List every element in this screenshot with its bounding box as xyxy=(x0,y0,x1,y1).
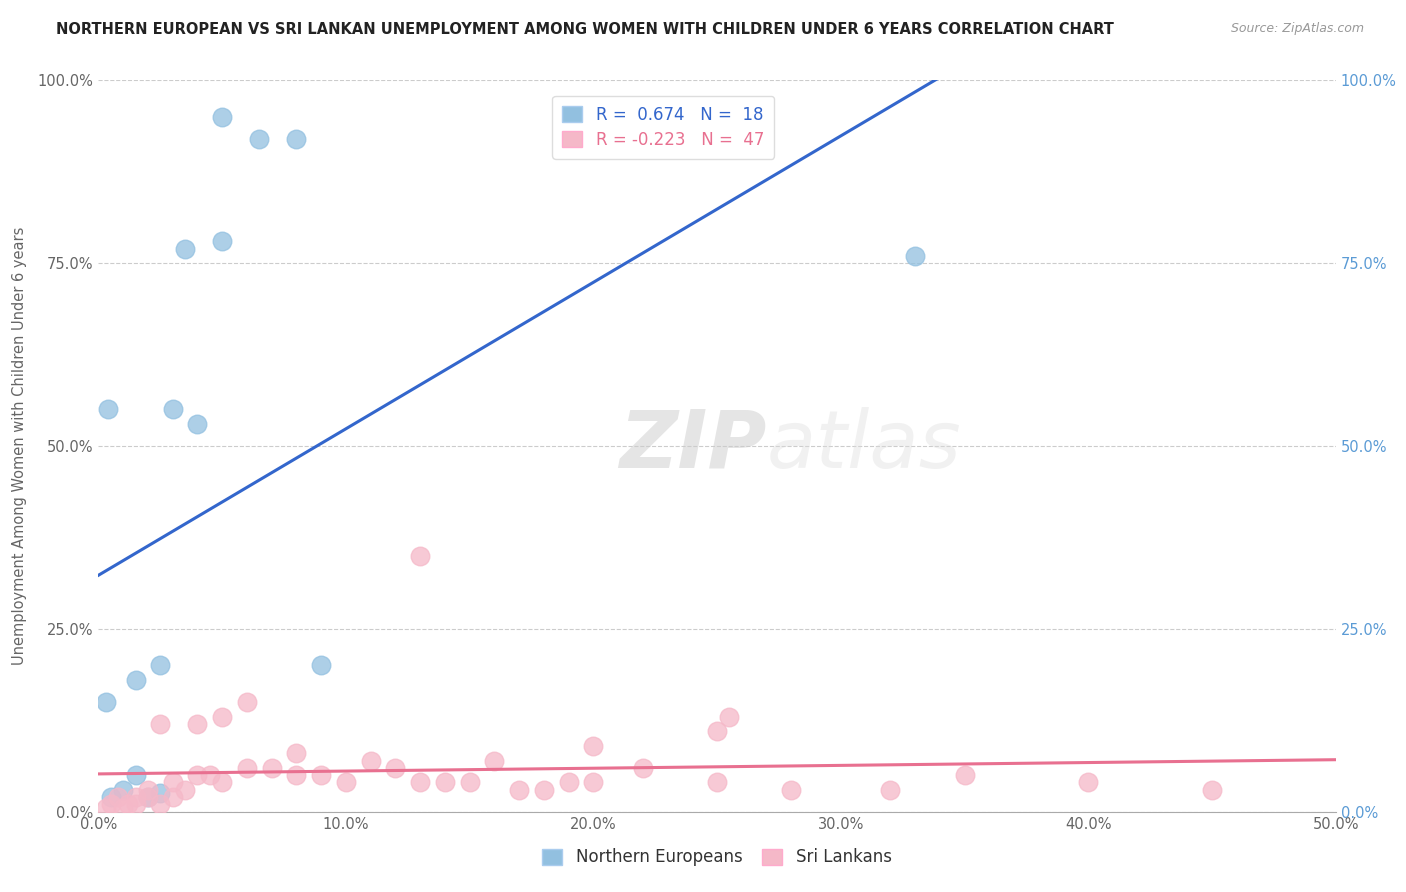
Point xyxy=(780,782,803,797)
Legend: Northern Europeans, Sri Lankans: Northern Europeans, Sri Lankans xyxy=(536,841,898,873)
Point xyxy=(706,724,728,739)
Text: atlas: atlas xyxy=(766,407,962,485)
Point xyxy=(706,775,728,789)
Point xyxy=(112,801,135,815)
Point xyxy=(484,754,506,768)
Point xyxy=(285,768,308,782)
Point xyxy=(136,790,159,805)
Point xyxy=(136,782,159,797)
Point xyxy=(162,775,184,789)
Point xyxy=(162,790,184,805)
Point xyxy=(174,782,197,797)
Point xyxy=(149,658,172,673)
Point xyxy=(198,768,221,782)
Point xyxy=(186,417,208,431)
Point xyxy=(904,249,927,263)
Point xyxy=(100,790,122,805)
Point xyxy=(409,549,432,563)
Point xyxy=(953,768,976,782)
Point xyxy=(117,797,139,812)
Text: NORTHERN EUROPEAN VS SRI LANKAN UNEMPLOYMENT AMONG WOMEN WITH CHILDREN UNDER 6 Y: NORTHERN EUROPEAN VS SRI LANKAN UNEMPLOY… xyxy=(56,22,1114,37)
Point xyxy=(124,768,146,782)
Point xyxy=(211,775,233,789)
Point xyxy=(94,801,117,815)
Point xyxy=(533,782,555,797)
Point xyxy=(211,234,233,248)
Text: Source: ZipAtlas.com: Source: ZipAtlas.com xyxy=(1230,22,1364,36)
Point xyxy=(335,775,357,789)
Text: ZIP: ZIP xyxy=(619,407,766,485)
Point xyxy=(582,739,605,753)
Point xyxy=(112,782,135,797)
Point xyxy=(1077,775,1099,789)
Point xyxy=(409,775,432,789)
Point xyxy=(557,775,579,789)
Point xyxy=(458,775,481,789)
Point xyxy=(236,761,259,775)
Point xyxy=(582,775,605,789)
Point xyxy=(247,132,270,146)
Point xyxy=(260,761,283,775)
Point xyxy=(309,768,332,782)
Point xyxy=(94,695,117,709)
Point xyxy=(433,775,456,789)
Point xyxy=(124,797,146,812)
Point xyxy=(384,761,406,775)
Point xyxy=(236,695,259,709)
Point xyxy=(508,782,530,797)
Point xyxy=(285,746,308,760)
Point xyxy=(718,709,741,723)
Point xyxy=(309,658,332,673)
Y-axis label: Unemployment Among Women with Children Under 6 years: Unemployment Among Women with Children U… xyxy=(11,227,27,665)
Point xyxy=(186,768,208,782)
Point xyxy=(124,790,146,805)
Point xyxy=(211,110,233,124)
Point xyxy=(124,673,146,687)
Point xyxy=(631,761,654,775)
Point xyxy=(107,790,129,805)
Point xyxy=(149,787,172,801)
Point xyxy=(136,790,159,805)
Point xyxy=(211,709,233,723)
Point xyxy=(149,717,172,731)
Point xyxy=(100,797,122,812)
Point xyxy=(186,717,208,731)
Point xyxy=(879,782,901,797)
Point xyxy=(1201,782,1223,797)
Point xyxy=(149,797,172,812)
Point xyxy=(97,402,120,417)
Point xyxy=(360,754,382,768)
Point xyxy=(162,402,184,417)
Point xyxy=(174,242,197,256)
Point xyxy=(285,132,308,146)
